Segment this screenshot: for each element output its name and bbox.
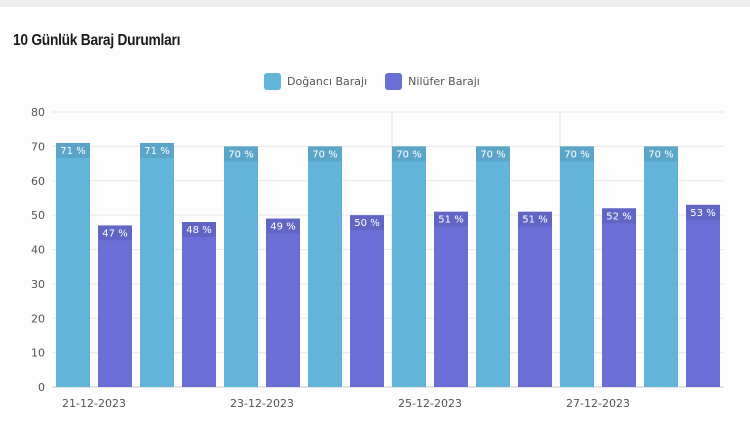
data-label: 71 % — [144, 146, 169, 157]
data-label-bg — [308, 146, 342, 162]
data-label: 70 % — [648, 149, 673, 160]
data-label-bg — [644, 146, 678, 162]
bar — [644, 146, 678, 387]
data-label: 50 % — [354, 218, 379, 229]
data-label-bg — [350, 215, 384, 231]
bar — [182, 222, 216, 387]
bar — [560, 146, 594, 387]
data-label-bg — [434, 211, 468, 227]
data-label-bg — [140, 142, 174, 158]
bar — [56, 142, 90, 387]
bar — [140, 142, 174, 387]
data-label: 49 % — [270, 222, 295, 233]
data-label-bg — [560, 146, 594, 162]
data-label-bg — [266, 218, 300, 234]
legend-item-nilufer[interactable]: Nilüfer Barajı — [385, 73, 480, 90]
y-tick-label: 50 — [31, 209, 45, 222]
bar — [308, 146, 342, 387]
data-label: 70 % — [228, 149, 253, 160]
y-tick-label: 30 — [31, 278, 45, 291]
data-label-bg — [602, 208, 636, 224]
y-tick-label: 80 — [31, 106, 45, 119]
y-tick-label: 40 — [31, 244, 45, 257]
legend-label: Nilüfer Barajı — [408, 75, 480, 88]
data-label-bg — [686, 204, 720, 220]
bar — [350, 215, 384, 387]
data-label: 70 % — [396, 149, 421, 160]
data-label: 52 % — [606, 211, 631, 222]
bar — [266, 218, 300, 387]
legend-item-doganci[interactable]: Doğancı Barajı — [264, 73, 367, 90]
data-label-bg — [224, 146, 258, 162]
legend: Doğancı Barajı Nilüfer Barajı — [264, 73, 480, 90]
legend-label: Doğancı Barajı — [287, 75, 368, 88]
bar — [518, 211, 552, 387]
data-label-bg — [98, 225, 132, 241]
x-tick-label: 25-12-2023 — [398, 397, 462, 410]
chart-title: 10 Günlük Baraj Durumları — [13, 32, 181, 49]
data-label: 70 % — [480, 149, 505, 160]
bar — [686, 204, 720, 387]
y-tick-label: 0 — [38, 381, 45, 394]
y-tick-label: 20 — [31, 312, 45, 325]
data-label: 53 % — [690, 208, 715, 219]
data-label-bg — [56, 142, 90, 158]
data-label: 47 % — [102, 228, 127, 239]
data-label-bg — [476, 146, 510, 162]
bar — [224, 146, 258, 387]
data-label: 70 % — [564, 149, 589, 160]
bar — [98, 225, 132, 387]
bar — [434, 211, 468, 387]
bar — [476, 146, 510, 387]
bar — [602, 208, 636, 387]
data-label: 51 % — [438, 215, 463, 226]
data-label: 48 % — [186, 225, 211, 236]
legend-swatch — [385, 73, 403, 90]
bar — [392, 146, 426, 387]
x-tick-label: 27-12-2023 — [566, 397, 630, 410]
y-tick-label: 60 — [31, 175, 45, 188]
data-label: 71 % — [60, 146, 85, 157]
data-label-bg — [392, 146, 426, 162]
y-tick-label: 70 — [31, 140, 45, 153]
y-tick-label: 10 — [31, 347, 45, 360]
data-label: 70 % — [312, 149, 337, 160]
data-label-bg — [182, 222, 216, 237]
x-tick-label: 23-12-2023 — [230, 397, 294, 410]
data-label-bg — [518, 211, 552, 227]
x-tick-label: 21-12-2023 — [62, 397, 126, 410]
top-bar — [0, 0, 750, 7]
legend-swatch — [264, 73, 281, 90]
data-label: 51 % — [522, 215, 547, 226]
